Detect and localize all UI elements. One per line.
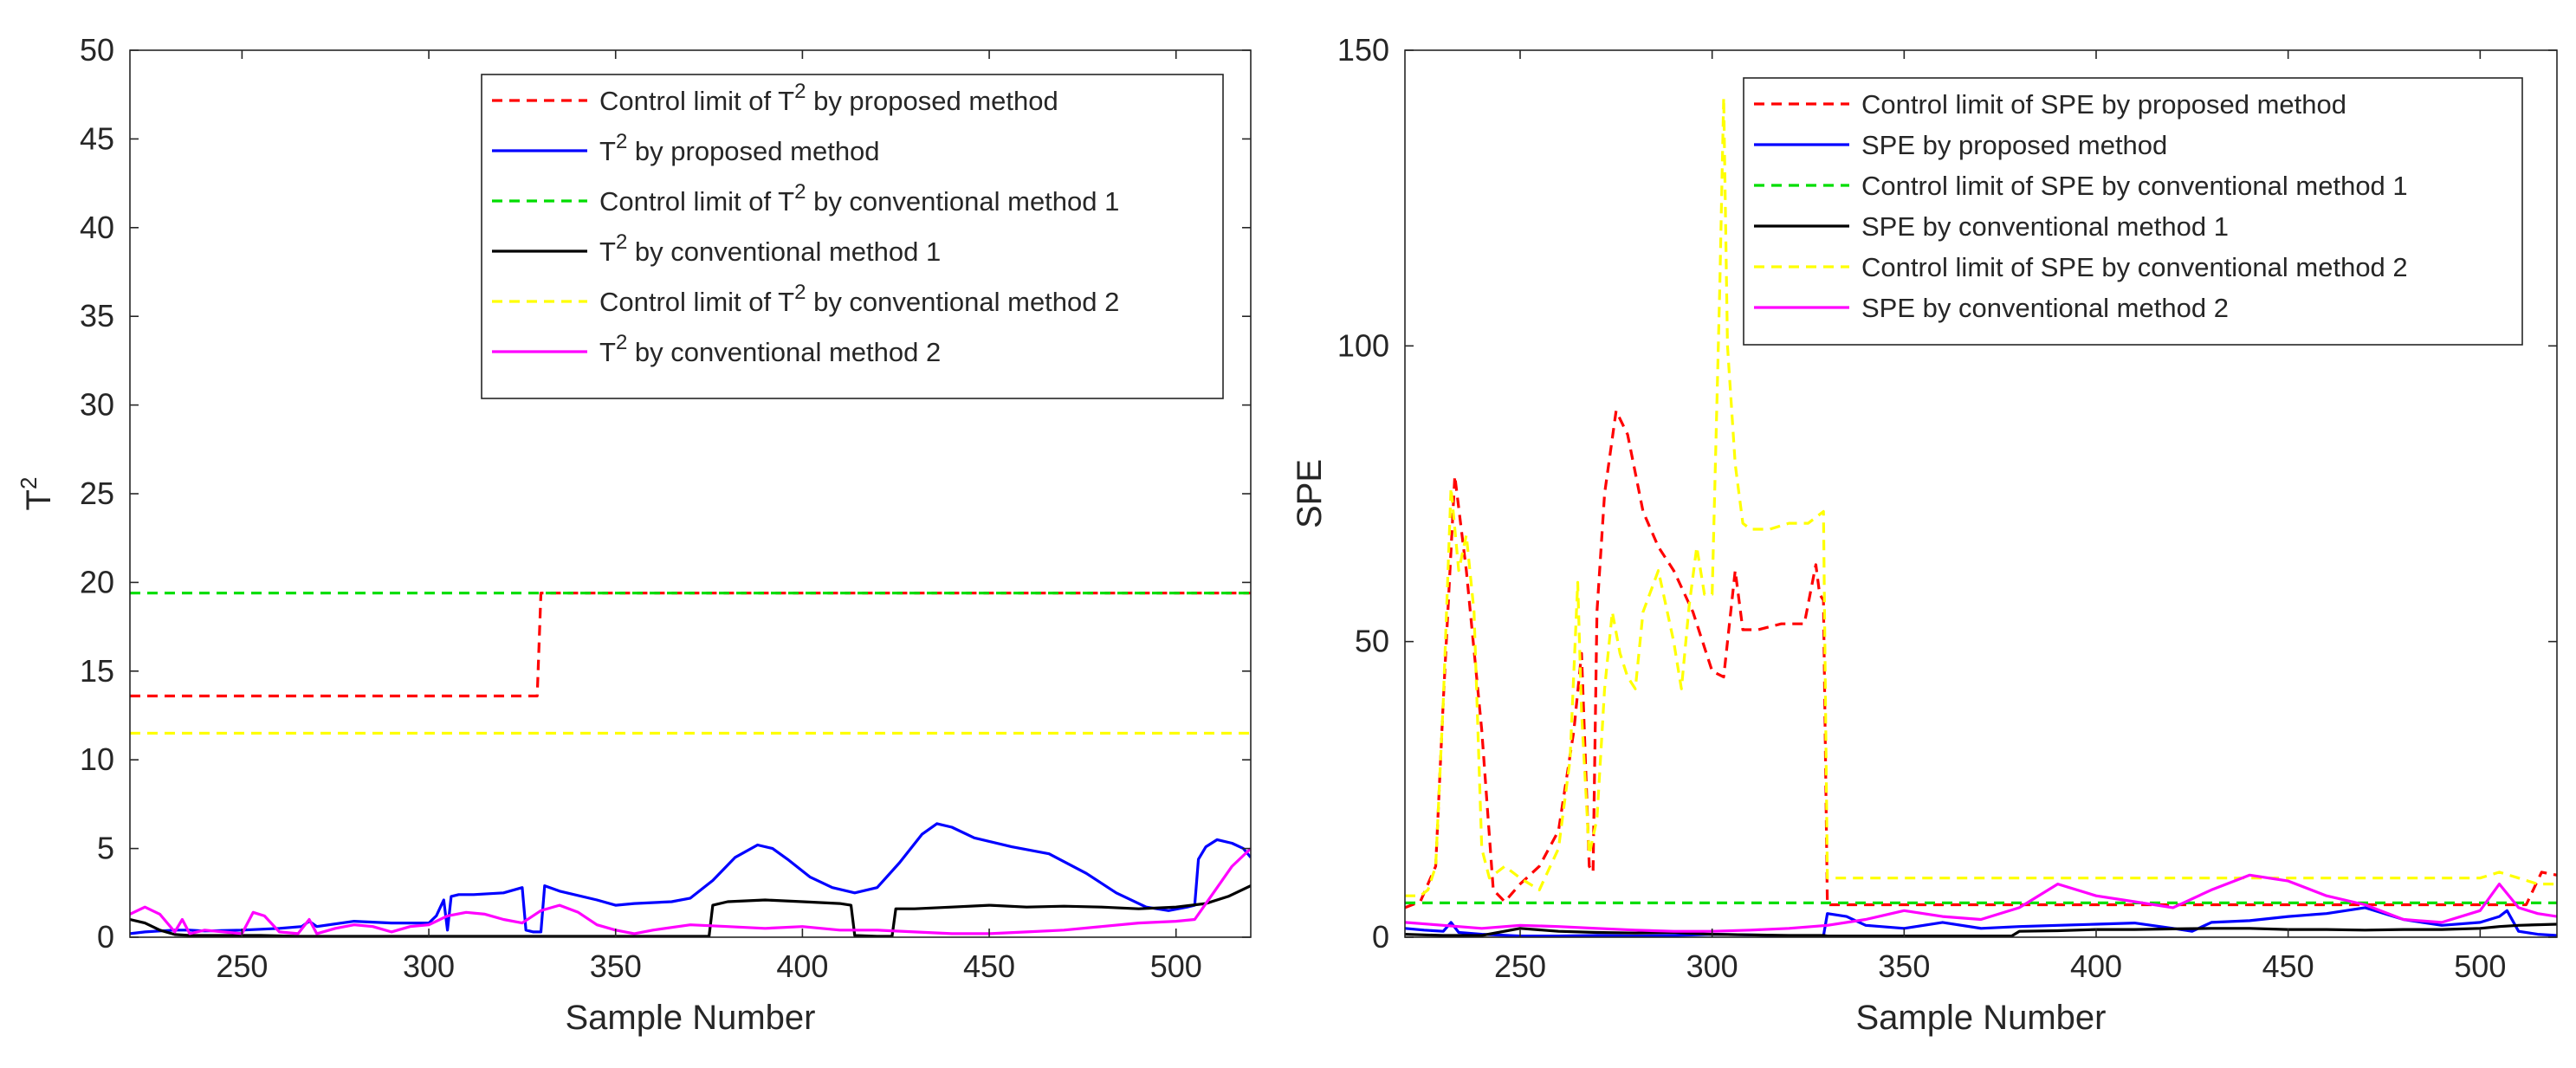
legend-entry-2: SPE by proposed method [1861, 130, 2167, 160]
t2-chart: 250 300 350 400 450 500 0 5 10 15 20 25 30 35 40 45 50 Sa… [16, 32, 1252, 1037]
legend-entry-5: Control limit of T2 by conventional meth… [599, 281, 1119, 317]
legend-entry-2-text: SPE by proposed method [1861, 130, 2167, 160]
series-group [130, 592, 1251, 937]
y-tick-label: 15 [80, 653, 114, 689]
series-line-4 [130, 884, 1251, 937]
legend: Control limit of T2 by proposed methodT2… [481, 74, 1224, 399]
y-tick-label: 20 [80, 564, 114, 599]
series-group [1405, 95, 2557, 937]
series-line-6 [1405, 873, 2557, 933]
legend: Control limit of SPE by proposed method S… [1743, 77, 2523, 346]
x-tick-label: 250 [1494, 948, 1546, 984]
x-axis-label: Sample Number [565, 999, 815, 1037]
legend-entry-5: Control limit of SPE by conventional met… [1861, 252, 2408, 282]
legend-entry-5-text: Control limit of T [599, 287, 794, 317]
x-tick-label: 400 [2070, 948, 2122, 984]
y-axis-label-text: SPE [1291, 459, 1329, 528]
legend-entry-2-suffix: by proposed method [627, 136, 879, 166]
series-line-2 [130, 822, 1251, 935]
series-line-2 [1405, 906, 2557, 937]
x-tick-label: 350 [1878, 948, 1930, 984]
legend-entry-3-superscript: 2 [794, 180, 806, 204]
y-tick-label: 150 [1337, 32, 1389, 68]
legend-entry-1-text: Control limit of T [599, 86, 794, 116]
x-tick-label: 500 [2454, 948, 2506, 984]
legend-entry-1-suffix: by proposed method [806, 86, 1058, 116]
legend-entry-5-superscript: 2 [794, 281, 806, 304]
legend-entry-6: T2 by conventional method 2 [599, 331, 941, 367]
x-tick-label: 450 [963, 948, 1015, 984]
y-tick-label: 0 [1372, 919, 1389, 955]
legend-entry-3: Control limit of T2 by conventional meth… [599, 180, 1119, 217]
y-tick-label: 50 [1355, 624, 1389, 659]
legend-entry-2-text: T [599, 136, 616, 166]
legend-entry-5-suffix: by conventional method 2 [806, 287, 1119, 317]
series-line-1 [1405, 409, 2557, 909]
y-tick-label: 10 [80, 741, 114, 777]
y-axis-label: T2 [16, 477, 58, 511]
x-tick-label: 350 [590, 948, 642, 984]
y-tick-label: 50 [80, 32, 114, 68]
x-tick-label: 450 [2262, 948, 2314, 984]
y-axis-label-superscript: 2 [16, 477, 42, 489]
x-tick-label: 300 [403, 948, 455, 984]
y-tick-label: 30 [80, 387, 114, 423]
series-line-4 [1405, 922, 2557, 937]
legend-entry-1: Control limit of SPE by proposed method [1861, 89, 2346, 120]
x-tick-label: 300 [1686, 948, 1738, 984]
x-axis-label: Sample Number [1855, 999, 2106, 1037]
legend-entry-4: SPE by conventional method 1 [1861, 211, 2229, 242]
y-tick-label: 100 [1337, 327, 1389, 363]
legend-entry-3-text: Control limit of T [599, 186, 794, 217]
y-tick-label: 40 [80, 210, 114, 245]
y-tick-label: 5 [97, 831, 114, 866]
y-tick-label: 25 [80, 476, 114, 511]
legend-entry-1-superscript: 2 [794, 80, 806, 103]
legend-entry-6-suffix: by conventional method 2 [627, 337, 941, 367]
legend-box [481, 74, 1224, 399]
legend-entry-4-text: T [599, 236, 616, 267]
legend-entry-6-text: SPE by conventional method 2 [1861, 293, 2229, 323]
legend-entry-6-superscript: 2 [616, 331, 627, 354]
x-tick-label: 400 [776, 948, 828, 984]
series-line-1 [130, 592, 1251, 698]
legend-entry-4-text: SPE by conventional method 1 [1861, 211, 2229, 242]
legend-entry-3-text: Control limit of SPE by conventional met… [1861, 171, 2408, 201]
series-line-5 [1405, 95, 2557, 897]
y-tick-label: 0 [97, 919, 114, 955]
legend-entry-4-suffix: by conventional method 1 [627, 236, 941, 267]
spe-chart: 250 300 350 400 450 500 0 50 100 150 Sample Number… [1291, 32, 2558, 1037]
x-tick-label: 250 [216, 948, 268, 984]
legend-entry-6-text: T [599, 337, 616, 367]
series-line-6 [130, 847, 1251, 935]
legend-box [1743, 77, 2523, 346]
legend-entry-1-text: Control limit of SPE by proposed method [1861, 89, 2346, 120]
legend-entry-3-suffix: by conventional method 1 [806, 186, 1119, 217]
y-tick-label: 35 [80, 298, 114, 333]
legend-entry-1: Control limit of T2 by proposed method [599, 80, 1058, 116]
axes-frame [1404, 49, 2558, 938]
y-axis-label: SPE [1291, 459, 1329, 528]
legend-entry-2-superscript: 2 [616, 130, 627, 153]
legend-entry-3: Control limit of SPE by conventional met… [1861, 171, 2408, 201]
legend-entry-4-superscript: 2 [616, 230, 627, 254]
x-tick-label: 500 [1150, 948, 1202, 984]
legend-entry-2: T2 by proposed method [599, 130, 880, 166]
legend-entry-4: T2 by conventional method 1 [599, 230, 941, 267]
y-tick-label: 45 [80, 120, 114, 156]
legend-entry-6: SPE by conventional method 2 [1861, 293, 2229, 323]
legend-entry-5-text: Control limit of SPE by conventional met… [1861, 252, 2408, 282]
y-axis-label-text: T [20, 489, 58, 510]
